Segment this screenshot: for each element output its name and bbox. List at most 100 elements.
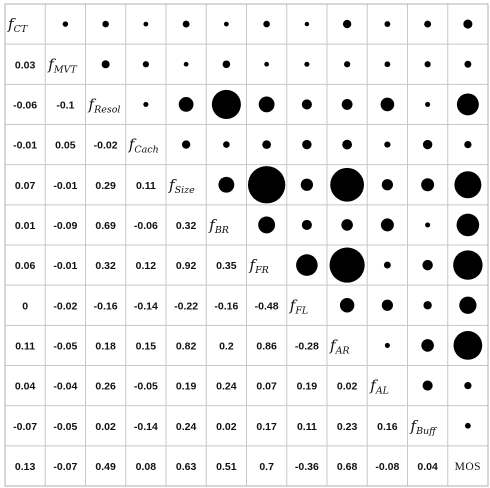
correlation-circle (223, 21, 229, 27)
correlation-circle (258, 96, 275, 113)
correlation-label: 0.11 (136, 180, 156, 192)
correlation-circle (102, 20, 109, 28)
correlation-circle (422, 380, 433, 391)
correlation-label: 0.7 (259, 461, 274, 473)
correlation-label: -0.02 (94, 140, 118, 152)
correlation-label: 0.04 (15, 381, 36, 393)
correlation-label: -0.14 (134, 300, 158, 312)
correlation-circle (454, 171, 482, 199)
correlation-circle (62, 21, 69, 27)
correlation-circle (301, 219, 312, 230)
correlation-label: -0.1 (56, 99, 74, 111)
correlation-circle (464, 381, 472, 390)
correlation-circle (381, 299, 393, 311)
correlation-circle (342, 139, 353, 150)
correlation-label: 0.2 (219, 340, 234, 352)
correlation-circle (341, 219, 353, 231)
correlation-circle (304, 61, 310, 67)
variable-name-label: fAL (369, 377, 389, 397)
correlation-circle (424, 20, 432, 28)
correlation-circle (329, 247, 365, 283)
correlation-circle (421, 178, 435, 192)
correlation-circle (264, 61, 270, 67)
variable-name-label: fSize (168, 176, 195, 196)
variable-subscript: Cach (134, 145, 158, 156)
correlation-label: 0.07 (256, 381, 277, 393)
variable-symbol: f (7, 15, 16, 33)
correlation-label: 0.24 (216, 381, 237, 393)
correlation-label: -0.01 (13, 140, 37, 152)
correlation-circle (464, 422, 471, 429)
correlation-circle (142, 61, 149, 68)
correlation-label: 0.11 (15, 340, 35, 352)
correlation-label: 0.06 (15, 260, 36, 272)
correlation-label: -0.48 (255, 300, 279, 312)
correlation-circle (425, 222, 431, 228)
variable-subscript: BR (214, 225, 229, 236)
correlation-circle (380, 97, 395, 112)
correlation-label: 0.13 (15, 461, 36, 473)
correlation-label: -0.08 (375, 461, 399, 473)
correlation-circle (143, 21, 149, 27)
correlation-label: -0.06 (134, 220, 158, 232)
correlation-label: 0.02 (337, 381, 358, 393)
variable-subscript: Resol (93, 104, 120, 115)
correlation-circle (101, 60, 110, 69)
variable-symbol: f (47, 55, 56, 73)
correlation-label: 0.49 (95, 461, 116, 473)
correlation-label: 0.51 (216, 461, 237, 473)
correlation-label: -0.05 (134, 381, 158, 393)
matrix-frame (4, 3, 489, 487)
correlation-circle (304, 21, 310, 27)
correlation-label: 0.17 (256, 421, 277, 433)
correlation-circle (330, 167, 364, 202)
variable-subscript: Size (175, 185, 196, 196)
variable-symbol: f (208, 216, 217, 234)
variable-subscript: AL (375, 386, 389, 397)
correlation-label: -0.09 (53, 220, 77, 232)
variable-name-label: fCT (7, 15, 28, 35)
correlation-label: 0.32 (95, 260, 116, 272)
variable-name-label: fResol (88, 95, 121, 115)
variable-name-label: fAR (329, 336, 350, 356)
correlation-circle (424, 61, 431, 68)
correlation-label: -0.02 (53, 300, 77, 312)
correlation-circle (422, 259, 433, 271)
correlation-circle (380, 218, 394, 232)
variable-symbol: f (249, 256, 258, 274)
variable-name-label: fMVT (47, 55, 77, 75)
correlation-circle (453, 250, 483, 280)
correlation-circle (258, 216, 276, 234)
correlation-label: -0.01 (53, 180, 77, 192)
correlation-label: 0.68 (337, 461, 358, 473)
correlation-circle (459, 296, 477, 314)
correlation-circle (247, 166, 286, 204)
variable-name-label: MOS (455, 461, 481, 473)
correlation-label: -0.06 (13, 99, 37, 111)
correlation-circle (182, 20, 190, 28)
correlation-label: 0.12 (136, 260, 157, 272)
correlation-label: 0.03 (15, 59, 36, 71)
correlation-circle (183, 61, 189, 67)
variable-subscript: FR (254, 265, 269, 276)
variable-subscript: Buff (415, 426, 438, 437)
correlation-label: 0.08 (136, 461, 157, 473)
correlation-label: 0.32 (176, 220, 197, 232)
correlation-circle (223, 141, 230, 148)
variable-symbol: f (369, 377, 378, 395)
variable-name-label: fFL (289, 296, 308, 316)
correlation-label: -0.01 (53, 260, 77, 272)
correlation-label: -0.04 (53, 381, 77, 393)
correlation-circle (302, 139, 312, 150)
correlation-label: 0.24 (176, 421, 197, 433)
correlation-label: 0.82 (176, 340, 197, 352)
correlation-circle (344, 61, 351, 68)
variable-name-label: fBuff (410, 417, 439, 437)
variable-symbol: f (88, 95, 97, 113)
correlation-label: -0.16 (94, 300, 118, 312)
variable-symbol: f (410, 417, 419, 435)
correlation-label: -0.16 (214, 300, 238, 312)
correlation-circle (143, 101, 149, 107)
correlation-label: 0.86 (256, 340, 277, 352)
